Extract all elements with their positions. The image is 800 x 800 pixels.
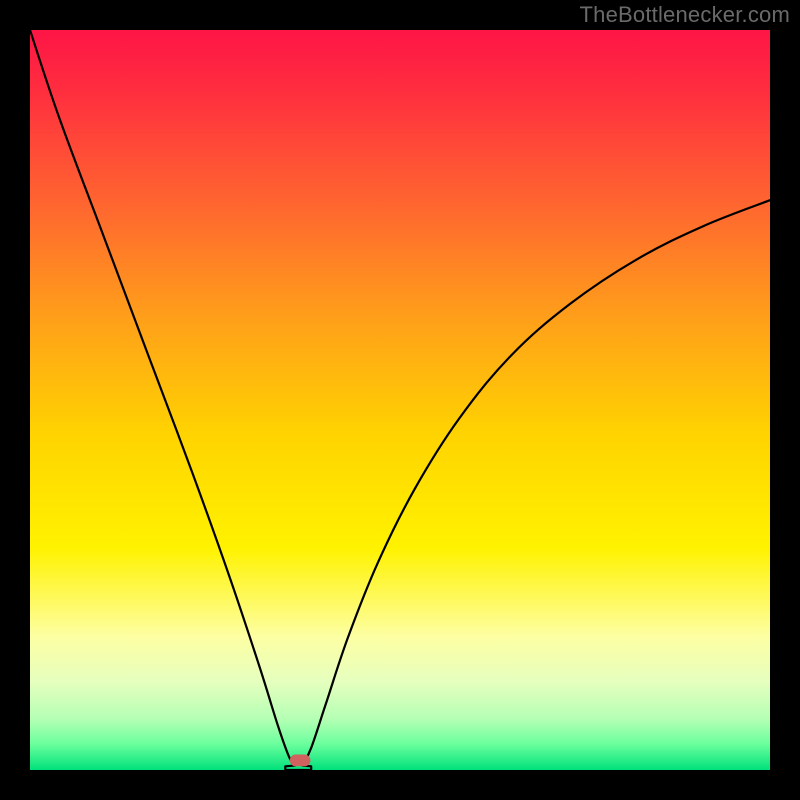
watermark-text: TheBottlenecker.com [580, 2, 790, 28]
gradient-background [30, 30, 770, 770]
optimum-marker [290, 754, 311, 766]
chart-container: TheBottlenecker.com [0, 0, 800, 800]
chart-svg [30, 30, 770, 770]
plot-area [30, 30, 770, 770]
